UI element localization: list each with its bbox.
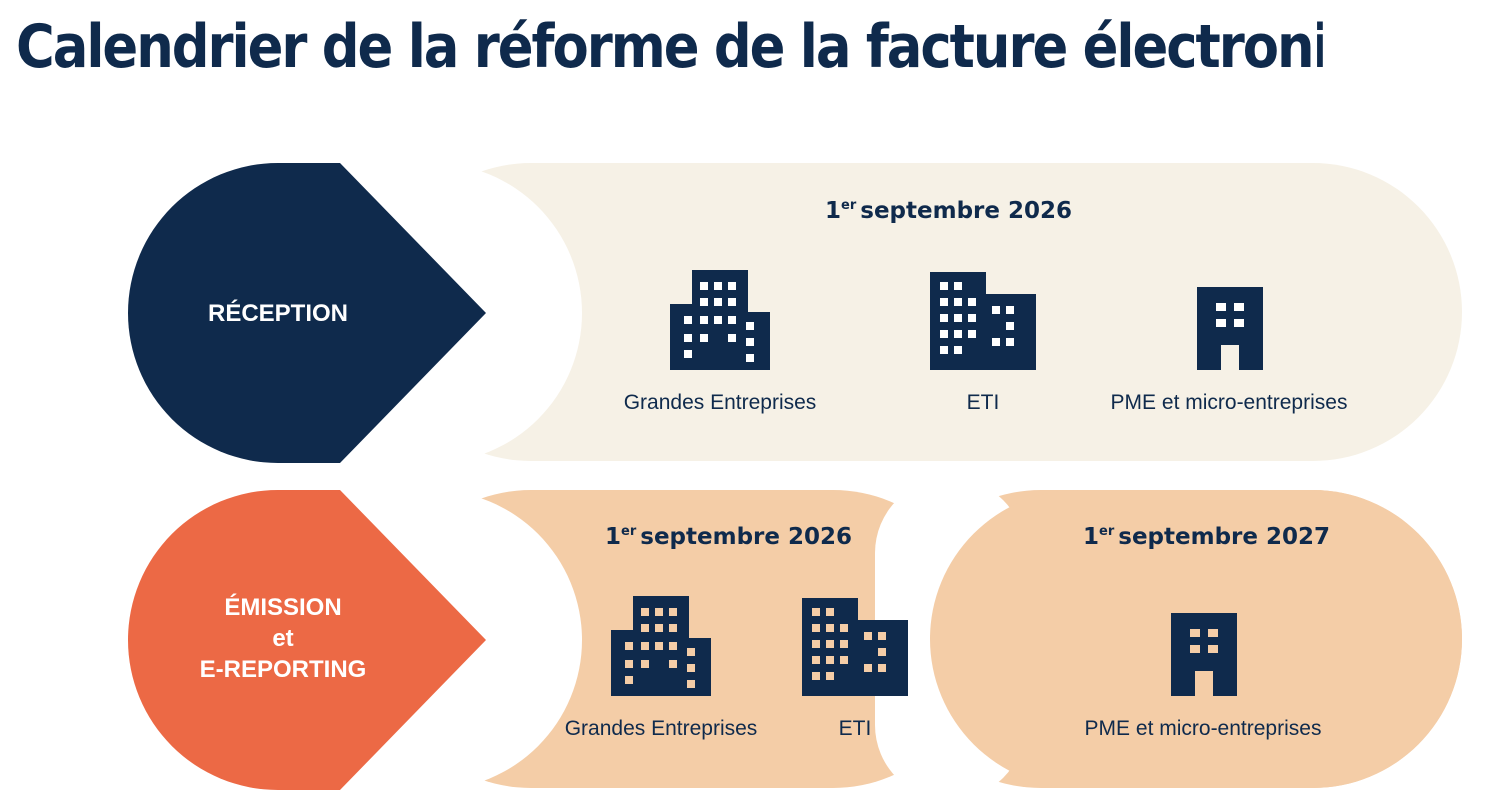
emission-label-line2: et (272, 625, 294, 652)
emission-phase2-date: 1er septembre 2027 (1083, 524, 1330, 550)
large-building-icon (670, 270, 770, 370)
mid-building-icon (930, 272, 1036, 370)
small-building-icon (1197, 287, 1263, 370)
emission-label-line1: ÉMISSION (224, 594, 342, 621)
reception-drop-badge (128, 163, 486, 463)
emission-phase1-item-label: Grandes Entreprises (564, 717, 758, 740)
reception-item-label: ETI (966, 391, 1000, 414)
emission-drop-badge (128, 490, 486, 790)
page-title: Calendrier de la réforme de la facture é… (16, 12, 1323, 82)
emission-label-line3: E-REPORTING (199, 656, 367, 683)
reception-item-label: PME et micro-entreprises (1110, 391, 1348, 414)
large-building-icon (611, 596, 711, 696)
emission-phase1-item-label: ETI (838, 717, 872, 740)
reception-date: 1er septembre 2026 (825, 198, 1072, 224)
emission-label: ÉMISSION et E-REPORTING (133, 592, 433, 685)
emission-phase1-date: 1er septembre 2026 (605, 524, 852, 550)
emission-phase2-item-label: PME et micro-entreprises (1084, 717, 1322, 740)
small-building-icon (1171, 613, 1237, 696)
reception-item-label: Grandes Entreprises (623, 391, 817, 414)
reception-label: RÉCEPTION (207, 300, 348, 327)
mid-building-icon (802, 598, 908, 696)
